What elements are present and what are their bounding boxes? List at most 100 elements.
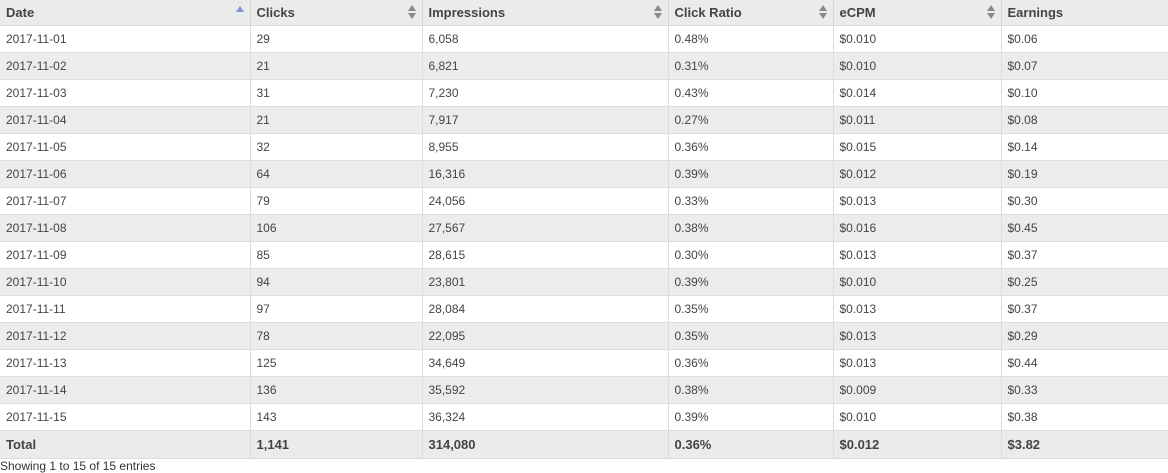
cell-date: 2017-11-08: [0, 214, 250, 242]
cell-click-ratio: 0.27%: [667, 106, 833, 134]
cell-impressions: 7,230: [421, 79, 668, 107]
cell-click-ratio: 0.36%: [667, 133, 833, 161]
cell-clicks: 136: [249, 376, 422, 404]
table-row: 2017-11-02 21 6,821 0.31% $0.010 $0.07: [0, 52, 1168, 80]
total-row: Total 1,141 314,080 0.36% $0.012 $3.82: [0, 430, 1168, 459]
column-header-ecpm[interactable]: eCPM: [832, 0, 1001, 26]
cell-date: 2017-11-03: [0, 79, 250, 107]
cell-ecpm: $0.016: [832, 214, 1001, 242]
cell-earnings: $0.37: [1000, 295, 1168, 323]
cell-ecpm: $0.010: [832, 403, 1001, 431]
table-row: 2017-11-08 106 27,567 0.38% $0.016 $0.45: [0, 214, 1168, 242]
table-row: 2017-11-01 29 6,058 0.48% $0.010 $0.06: [0, 25, 1168, 53]
cell-click-ratio: 0.36%: [667, 349, 833, 377]
column-header-label: Click Ratio: [674, 5, 742, 20]
cell-impressions: 16,316: [421, 160, 668, 188]
total-ecpm: $0.012: [832, 430, 1001, 459]
cell-ecpm: $0.009: [832, 376, 1001, 404]
column-header-impressions[interactable]: Impressions: [421, 0, 668, 26]
cell-date: 2017-11-12: [0, 322, 250, 350]
cell-ecpm: $0.013: [832, 295, 1001, 323]
table-row: 2017-11-12 78 22,095 0.35% $0.013 $0.29: [0, 322, 1168, 350]
cell-ecpm: $0.013: [832, 349, 1001, 377]
cell-ecpm: $0.013: [832, 241, 1001, 269]
cell-click-ratio: 0.39%: [667, 160, 833, 188]
column-header-click-ratio[interactable]: Click Ratio: [667, 0, 833, 26]
cell-click-ratio: 0.43%: [667, 79, 833, 107]
cell-click-ratio: 0.35%: [667, 322, 833, 350]
cell-clicks: 85: [249, 241, 422, 269]
column-header-clicks[interactable]: Clicks: [249, 0, 422, 26]
cell-ecpm: $0.010: [832, 25, 1001, 53]
cell-earnings: $0.08: [1000, 106, 1168, 134]
cell-click-ratio: 0.38%: [667, 214, 833, 242]
cell-ecpm: $0.011: [832, 106, 1001, 134]
table-row: 2017-11-04 21 7,917 0.27% $0.011 $0.08: [0, 106, 1168, 134]
cell-earnings: $0.29: [1000, 322, 1168, 350]
column-header-earnings[interactable]: Earnings: [1000, 0, 1168, 26]
cell-date: 2017-11-10: [0, 268, 250, 296]
cell-earnings: $0.14: [1000, 133, 1168, 161]
cell-earnings: $0.44: [1000, 349, 1168, 377]
total-label: Total: [0, 430, 250, 459]
cell-impressions: 36,324: [421, 403, 668, 431]
total-earnings: $3.82: [1000, 430, 1168, 459]
cell-clicks: 21: [249, 106, 422, 134]
cell-impressions: 6,058: [421, 25, 668, 53]
column-header-label: Earnings: [1007, 5, 1064, 20]
cell-click-ratio: 0.30%: [667, 241, 833, 269]
sort-both-icon: [818, 5, 827, 19]
cell-clicks: 106: [249, 214, 422, 242]
column-header-date[interactable]: Date: [0, 0, 250, 26]
cell-impressions: 23,801: [421, 268, 668, 296]
cell-impressions: 35,592: [421, 376, 668, 404]
cell-ecpm: $0.010: [832, 52, 1001, 80]
cell-clicks: 21: [249, 52, 422, 80]
cell-click-ratio: 0.35%: [667, 295, 833, 323]
cell-earnings: $0.33: [1000, 376, 1168, 404]
cell-earnings: $0.30: [1000, 187, 1168, 215]
cell-ecpm: $0.014: [832, 79, 1001, 107]
cell-date: 2017-11-15: [0, 403, 250, 431]
cell-date: 2017-11-14: [0, 376, 250, 404]
cell-clicks: 97: [249, 295, 422, 323]
cell-impressions: 8,955: [421, 133, 668, 161]
cell-ecpm: $0.013: [832, 322, 1001, 350]
cell-earnings: $0.06: [1000, 25, 1168, 53]
cell-earnings: $0.10: [1000, 79, 1168, 107]
cell-clicks: 64: [249, 160, 422, 188]
column-header-label: eCPM: [839, 5, 876, 20]
cell-impressions: 7,917: [421, 106, 668, 134]
cell-ecpm: $0.012: [832, 160, 1001, 188]
table-row: 2017-11-07 79 24,056 0.33% $0.013 $0.30: [0, 187, 1168, 215]
cell-click-ratio: 0.39%: [667, 403, 833, 431]
table-row: 2017-11-14 136 35,592 0.38% $0.009 $0.33: [0, 376, 1168, 404]
cell-click-ratio: 0.39%: [667, 268, 833, 296]
table-row: 2017-11-10 94 23,801 0.39% $0.010 $0.25: [0, 268, 1168, 296]
earnings-table: Date Clicks Impressions C: [0, 0, 1168, 459]
table-row: 2017-11-15 143 36,324 0.39% $0.010 $0.38: [0, 403, 1168, 431]
cell-date: 2017-11-04: [0, 106, 250, 134]
cell-clicks: 79: [249, 187, 422, 215]
table-row: 2017-11-06 64 16,316 0.39% $0.012 $0.19: [0, 160, 1168, 188]
cell-clicks: 94: [249, 268, 422, 296]
total-click-ratio: 0.36%: [667, 430, 833, 459]
sort-both-icon: [986, 5, 995, 19]
column-header-label: Impressions: [428, 5, 506, 20]
cell-date: 2017-11-01: [0, 25, 250, 53]
table-row: 2017-11-13 125 34,649 0.36% $0.013 $0.44: [0, 349, 1168, 377]
cell-ecpm: $0.010: [832, 268, 1001, 296]
cell-ecpm: $0.013: [832, 187, 1001, 215]
table-row: 2017-11-03 31 7,230 0.43% $0.014 $0.10: [0, 79, 1168, 107]
cell-date: 2017-11-07: [0, 187, 250, 215]
cell-impressions: 27,567: [421, 214, 668, 242]
cell-earnings: $0.25: [1000, 268, 1168, 296]
cell-ecpm: $0.015: [832, 133, 1001, 161]
table-row: 2017-11-09 85 28,615 0.30% $0.013 $0.37: [0, 241, 1168, 269]
sort-both-icon: [653, 5, 662, 19]
cell-date: 2017-11-09: [0, 241, 250, 269]
cell-impressions: 24,056: [421, 187, 668, 215]
cell-clicks: 78: [249, 322, 422, 350]
cell-earnings: $0.37: [1000, 241, 1168, 269]
cell-earnings: $0.19: [1000, 160, 1168, 188]
